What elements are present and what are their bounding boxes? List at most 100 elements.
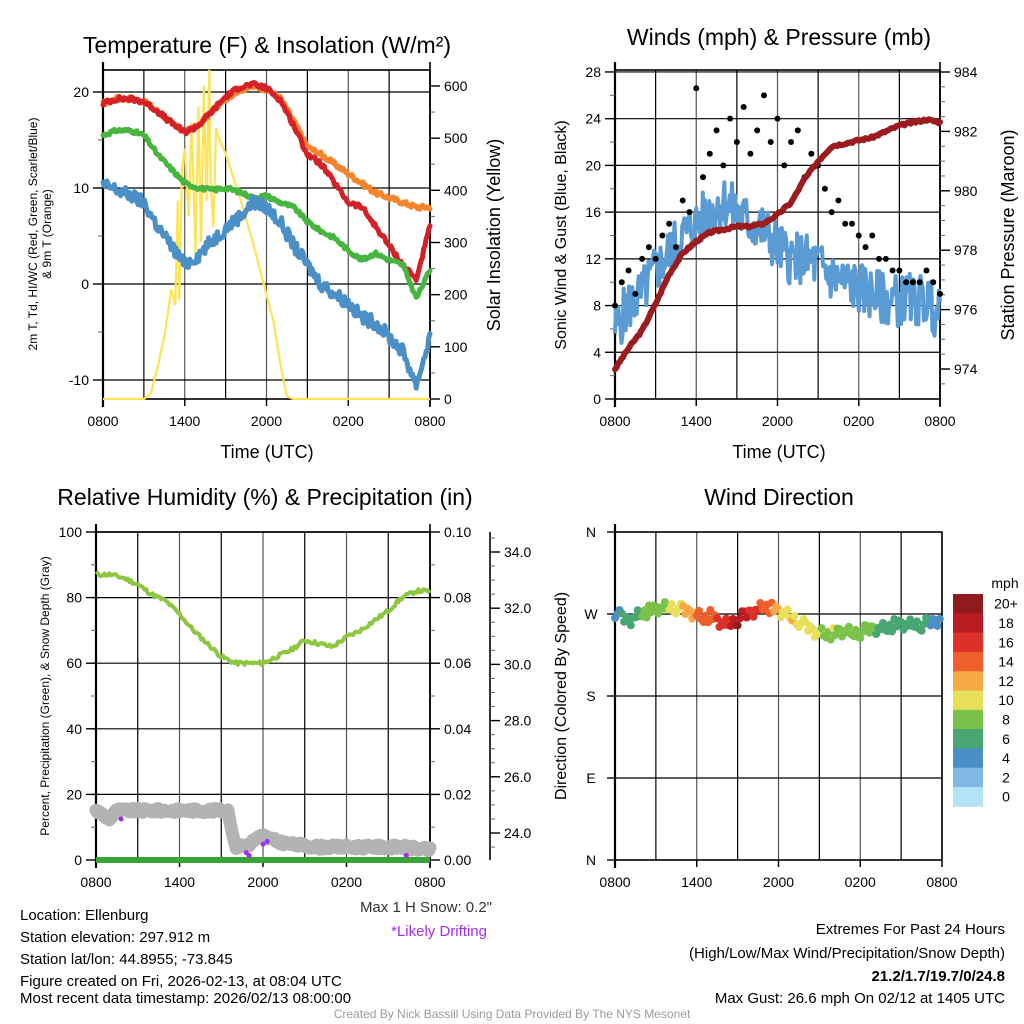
gust-point <box>896 267 903 274</box>
x-tick-label: 1400 <box>681 874 712 890</box>
direction-point <box>856 634 865 643</box>
colorbar-swatch <box>953 709 983 730</box>
y-tick-label: 500 <box>444 130 468 146</box>
gust-point <box>706 150 713 157</box>
gust-point <box>882 255 889 262</box>
y-tick-label: 0.04 <box>444 721 471 737</box>
colorbar-swatch <box>953 632 983 653</box>
gust-point <box>754 127 761 134</box>
series-line-2m-t <box>100 80 433 283</box>
gust-point <box>916 279 923 286</box>
temperature-panel: Temperature (F) & Insolation (W/m²) 0800 1… <box>26 32 504 462</box>
y-tick-label: 12 <box>585 251 601 267</box>
y-tick-label: 20 <box>73 84 89 100</box>
direction-point <box>913 617 922 626</box>
winds-panel: Winds (mph) & Pressure (mb) 0800 1400 2000 0… <box>553 24 1018 462</box>
direction-point <box>742 613 751 622</box>
drifting-marker <box>118 816 124 822</box>
gust-point <box>625 267 632 274</box>
colorbar-swatch <box>953 594 983 614</box>
direction-point <box>917 626 926 635</box>
x-tick-label: 2000 <box>251 413 282 429</box>
y-tick-label: S <box>586 688 595 704</box>
colorbar-label: 16 <box>998 634 1014 650</box>
x-tick-label: 0200 <box>843 413 874 429</box>
y-tick-label: 0.00 <box>444 852 471 868</box>
direction-point <box>906 615 915 624</box>
gust-point <box>679 197 686 204</box>
gust-point <box>855 232 862 239</box>
y2-axis-label: Solar Insolation (Yellow) <box>484 139 504 331</box>
colorbar-label: 2 <box>1002 769 1010 785</box>
y-tick-label: 982 <box>954 123 978 139</box>
x-tick-label: 1400 <box>164 874 195 890</box>
insolation-line <box>103 69 430 401</box>
x-tick-label: 0800 <box>924 413 955 429</box>
y-tick-label: 978 <box>954 242 978 258</box>
gust-point <box>659 232 666 239</box>
humidity-line <box>94 571 432 667</box>
direction-point <box>642 613 651 622</box>
series-line-td <box>100 126 433 300</box>
direction-point <box>926 621 935 630</box>
colorbar-swatch <box>953 671 983 691</box>
y-tick-label: 8 <box>593 298 601 314</box>
colorbar-label: 8 <box>1002 711 1010 727</box>
gust-point <box>937 290 943 297</box>
y-tick-label: 600 <box>444 78 468 94</box>
gust-point <box>713 127 720 134</box>
y-tick-label: 30.0 <box>504 656 531 672</box>
gust-point <box>842 220 849 227</box>
y-tick-label: 980 <box>954 183 978 199</box>
x-tick-label: 0800 <box>414 874 445 890</box>
gust-point <box>639 255 646 262</box>
gust-point <box>652 255 659 262</box>
latlon-text: Station lat/lon: 44.8955; -73.845 <box>20 951 233 968</box>
direction-point <box>667 600 676 609</box>
direction-point <box>733 621 742 630</box>
chart-title: Winds (mph) & Pressure (mb) <box>627 24 931 50</box>
direction-point <box>749 612 758 621</box>
likely-drifting-label: *Likely Drifting <box>391 923 487 940</box>
y-tick-label: 0.10 <box>444 524 471 540</box>
gust-point <box>686 209 693 216</box>
extremes-subtitle: (High/Low/Max Wind/Precipitation/Snow De… <box>689 945 1005 962</box>
y-tick-label: 0.06 <box>444 655 471 671</box>
direction-point <box>919 620 928 629</box>
y-tick-label: 974 <box>954 361 978 377</box>
direction-point <box>817 624 826 633</box>
direction-point <box>735 614 744 623</box>
chart-title: Relative Humidity (%) & Precipitation (i… <box>57 484 472 510</box>
gust-point <box>909 279 916 286</box>
x-tick-label: 0200 <box>331 874 362 890</box>
gust-point <box>862 244 869 251</box>
gust-point <box>747 150 754 157</box>
series-line-wc <box>100 178 433 391</box>
y-tick-label: 10 <box>73 180 89 196</box>
gust-point <box>733 139 740 146</box>
x-tick-label: 2000 <box>763 874 794 890</box>
gust-point <box>693 85 700 92</box>
y-tick-label: 0 <box>444 391 452 407</box>
x-tick-label: 0800 <box>599 413 630 429</box>
y-tick-label: E <box>586 770 595 786</box>
colorbar-label: 10 <box>998 692 1014 708</box>
gust-point <box>760 92 767 99</box>
y-tick-label: -10 <box>69 372 89 388</box>
drifting-marker <box>264 838 270 844</box>
y-tick-label: 0 <box>74 852 82 868</box>
gust-point <box>876 255 883 262</box>
y-tick-label: 28 <box>585 64 601 80</box>
chart-title: Temperature (F) & Insolation (W/m²) <box>83 32 451 58</box>
x-tick-label: 0800 <box>926 874 957 890</box>
direction-point <box>844 622 853 631</box>
drifting-marker <box>246 852 252 858</box>
colorbar-title: mph <box>991 575 1018 591</box>
y-tick-label: 28.0 <box>504 713 531 729</box>
y-tick-label: 976 <box>954 302 978 318</box>
gust-point <box>903 279 910 286</box>
y-tick-label: 20 <box>585 157 601 173</box>
drifting-marker <box>403 852 409 858</box>
colorbar-label: 20+ <box>994 596 1018 612</box>
